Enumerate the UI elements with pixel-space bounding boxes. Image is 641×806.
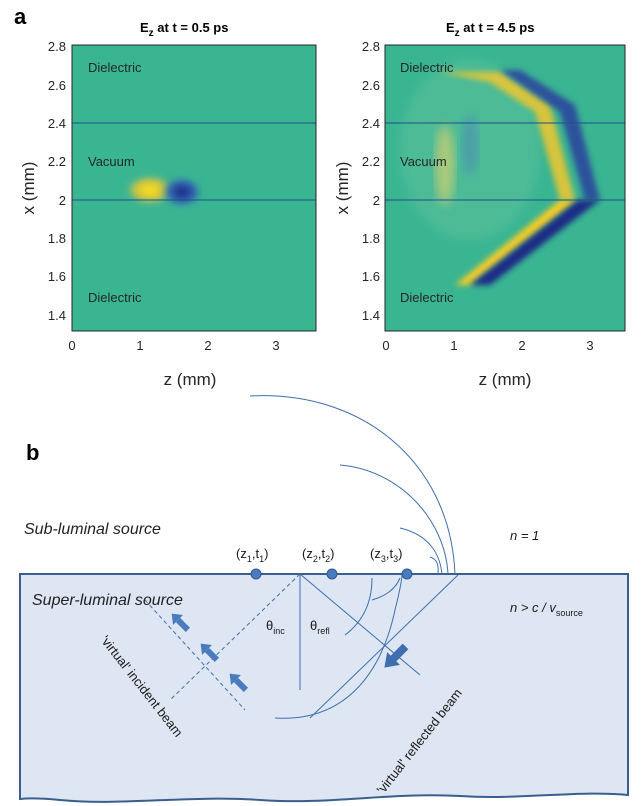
plot-right-region-bottom: Dielectric [400,290,454,305]
svg-text:2.8: 2.8 [48,39,66,54]
svg-text:2.6: 2.6 [48,78,66,93]
svg-text:0: 0 [68,338,75,353]
svg-text:1: 1 [136,338,143,353]
sub-luminal-label: Sub-luminal source [24,521,161,538]
svg-text:2.2: 2.2 [362,154,380,169]
plot-right-xlabel: z (mm) [479,370,532,389]
plot-left-xlabel: z (mm) [164,370,217,389]
geometry-lines [144,573,459,719]
point-1-label: (z1,t1) [236,546,268,564]
incident-beam-arrows [171,613,249,693]
plot-right-wavefront [400,60,600,285]
svg-text:2.4: 2.4 [362,116,380,131]
panel-b-tag: b [26,440,39,465]
plot-left-region-bottom: Dielectric [88,290,142,305]
plot-left-region-top: Dielectric [88,60,142,75]
n-vacuum-label: n = 1 [510,528,539,543]
point-2-label: (z2,t2) [302,546,334,564]
plot-right-y-ticks: 2.8 2.6 2.4 2.2 2 1.8 1.6 1.4 [362,39,380,323]
source-points [250,568,413,580]
svg-text:2.8: 2.8 [362,39,380,54]
svg-text:2.4: 2.4 [48,116,66,131]
incident-arrow-1-shaft [175,617,191,633]
svg-text:2.6: 2.6 [362,78,380,93]
plot-right: Ez at t = 4.5 ps Dielectric Vacuum Diele… [333,20,626,389]
svg-text:1.6: 1.6 [48,269,66,284]
svg-text:2: 2 [59,193,66,208]
plot-right-region-top: Dielectric [400,60,454,75]
plot-left-region-mid: Vacuum [88,154,135,169]
theta-inc-label: θinc [266,618,285,636]
medium-region [19,573,629,803]
super-luminal-label: Super-luminal source [32,592,183,609]
svg-text:1.4: 1.4 [362,308,380,323]
svg-text:1: 1 [450,338,457,353]
plot-left-ylabel: x (mm) [19,162,38,215]
point-2 [326,568,338,580]
plot-left-title: Ez at t = 0.5 ps [140,20,228,39]
wavefront-arcs [249,395,456,719]
plot-left: Ez at t = 0.5 ps Dielectric Vacuum Diele… [19,20,317,389]
svg-text:2.2: 2.2 [48,154,66,169]
theta-refl-label: θrefl [310,618,330,636]
svg-text:1.8: 1.8 [362,231,380,246]
n-medium-label: n > c / vsource [510,600,583,618]
reflected-beam-arrow [384,643,409,668]
svg-text:2: 2 [518,338,525,353]
plot-left-y-ticks: 2.8 2.6 2.4 2.2 2 1.8 1.6 1.4 [48,39,66,323]
svg-text:2: 2 [373,193,380,208]
plot-right-x-ticks: 0 1 2 3 [382,338,593,353]
plot-left-x-ticks: 0 1 2 3 [68,338,279,353]
svg-text:2: 2 [204,338,211,353]
plot-right-title: Ez at t = 4.5 ps [446,20,534,39]
svg-text:3: 3 [586,338,593,353]
incident-arrow-1-head [171,613,183,625]
svg-text:3: 3 [272,338,279,353]
plot-right-region-mid: Vacuum [400,154,447,169]
svg-text:1.6: 1.6 [362,269,380,284]
svg-text:1.8: 1.8 [48,231,66,246]
panel-a-tag: a [14,4,27,29]
point-1 [250,568,262,580]
plot-right-ylabel: x (mm) [333,162,352,215]
svg-text:0: 0 [382,338,389,353]
point-3-label: (z3,t3) [370,546,402,564]
point-3 [401,568,413,580]
svg-text:1.4: 1.4 [48,308,66,323]
